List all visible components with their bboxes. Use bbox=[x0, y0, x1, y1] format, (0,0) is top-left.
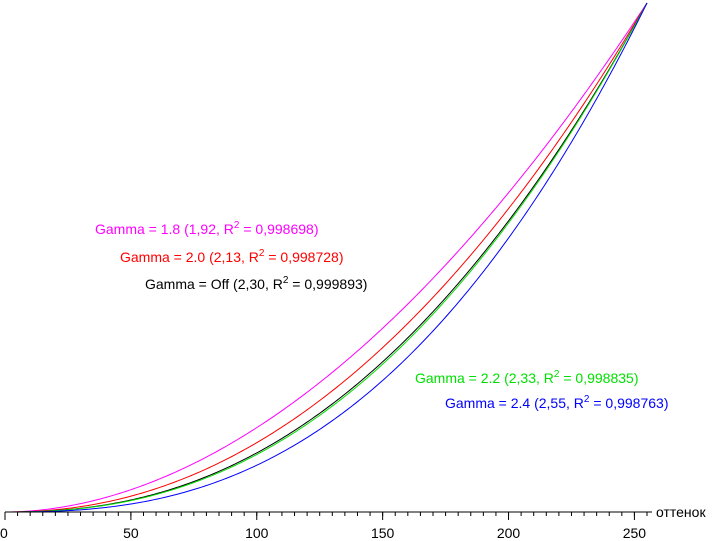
series-line-3 bbox=[5, 2, 648, 513]
series-line-1 bbox=[5, 2, 648, 513]
series-label-4: Gamma = 2.4 (2,55, R2 = 0,998763) bbox=[445, 394, 668, 411]
series-label-3: Gamma = 2.2 (2,33, R2 = 0,998835) bbox=[415, 369, 638, 386]
x-tick-label: 250 bbox=[623, 525, 647, 541]
x-tick-label: 200 bbox=[497, 525, 521, 541]
series-label-1: Gamma = 2.0 (2,13, R2 = 0,998728) bbox=[120, 248, 343, 265]
series-annotations: Gamma = 1.8 (1,92, R2 = 0,998698) Gamma =… bbox=[95, 220, 668, 411]
x-major-ticks bbox=[4, 512, 635, 520]
x-tick-labels: 0 50 100 150 200 250 bbox=[0, 525, 646, 541]
series-line-4 bbox=[5, 2, 648, 513]
x-tick-label: 50 bbox=[123, 525, 139, 541]
x-axis-label: оттенок bbox=[656, 504, 706, 520]
x-tick-label: 100 bbox=[245, 525, 269, 541]
x-minor-ticks bbox=[4, 512, 648, 516]
x-tick-label: 150 bbox=[371, 525, 395, 541]
series-label-2: Gamma = Off (2,30, R2 = 0,999893) bbox=[145, 275, 367, 292]
series-curves bbox=[4, 2, 648, 513]
series-line-0 bbox=[4, 2, 648, 513]
x-tick-label: 0 bbox=[0, 525, 8, 541]
series-label-0: Gamma = 1.8 (1,92, R2 = 0,998698) bbox=[95, 220, 318, 237]
